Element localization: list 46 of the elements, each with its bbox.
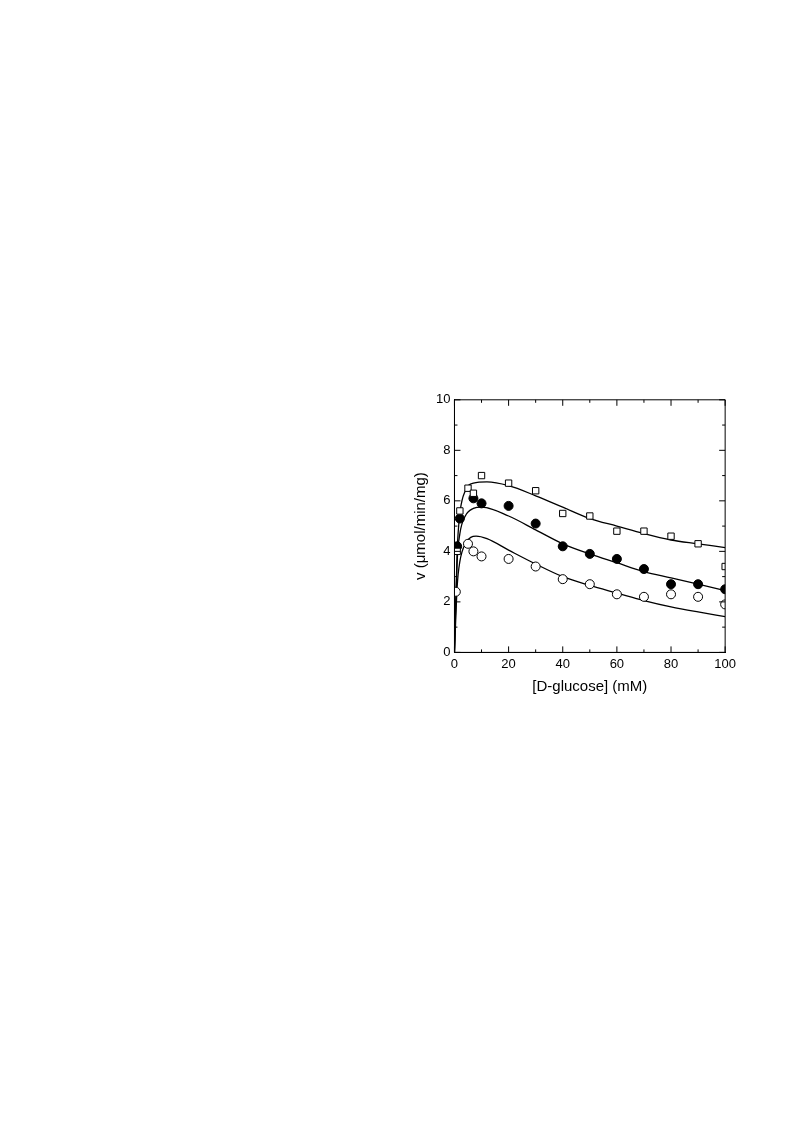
x-tick-label: 100	[714, 655, 737, 671]
x-axis-title: [D-glucose] (mM)	[532, 677, 648, 695]
point	[469, 489, 478, 497]
y-tick-label: 8	[443, 441, 451, 457]
x-tick-label: 40	[555, 655, 570, 671]
point	[464, 484, 472, 492]
point	[456, 507, 464, 515]
point	[531, 487, 540, 495]
x-tick-label: 80	[663, 655, 679, 671]
point	[667, 532, 675, 540]
x-tick-label: 60	[609, 655, 625, 671]
y-axis-title: v (μmol/min/mg)	[411, 472, 429, 581]
point	[666, 589, 677, 600]
point	[586, 512, 594, 520]
point	[476, 551, 487, 562]
point	[530, 518, 541, 529]
point	[666, 579, 677, 590]
point	[503, 553, 514, 564]
y-tick-label: 10	[435, 391, 451, 407]
y-tick-label: 2	[443, 593, 451, 609]
point	[503, 500, 514, 511]
point	[463, 538, 473, 549]
point	[611, 589, 622, 600]
y-tick-label: 0	[443, 643, 451, 659]
point	[693, 591, 704, 602]
point	[613, 527, 621, 535]
point	[504, 479, 513, 487]
point	[611, 553, 622, 564]
point	[640, 527, 648, 535]
point	[476, 498, 487, 509]
point	[557, 541, 568, 552]
point	[584, 548, 595, 559]
point	[557, 574, 568, 585]
point	[584, 579, 595, 590]
point	[468, 546, 479, 557]
y-tick-label: 6	[443, 492, 451, 508]
x-tick-label: 20	[501, 655, 516, 671]
point	[477, 471, 486, 480]
point	[530, 561, 541, 572]
point	[694, 540, 702, 548]
point	[638, 591, 649, 602]
y-tick-label: 4	[443, 542, 451, 558]
point	[638, 564, 649, 575]
point	[454, 513, 465, 524]
point	[559, 509, 567, 518]
point	[693, 579, 704, 590]
